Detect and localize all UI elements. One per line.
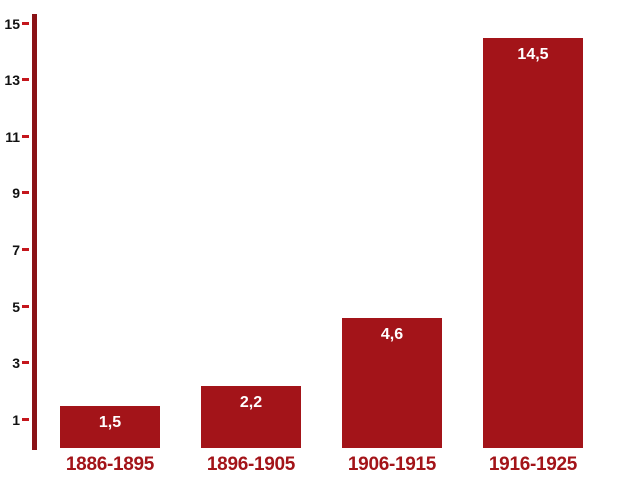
- y-tick-mark: [22, 361, 29, 365]
- x-axis-label: 1906-1915: [347, 454, 437, 475]
- y-tick-label: 7: [12, 241, 20, 258]
- y-tick-label: 9: [12, 185, 20, 202]
- y-tick-label: 15: [4, 15, 20, 32]
- y-tick-label: 11: [5, 128, 20, 145]
- x-axis-label: 1916-1925: [488, 454, 578, 475]
- bar-value-label: 1,5: [98, 413, 122, 431]
- y-axis-line: [32, 14, 37, 450]
- y-tick-label: 5: [12, 298, 20, 315]
- bar-1886-1895: 1,5: [60, 405, 160, 448]
- bar-value-label: 4,6: [380, 325, 404, 343]
- x-axis-label: 1896-1905: [206, 454, 296, 475]
- y-tick-mark: [22, 78, 29, 82]
- y-tick-label: 1: [12, 411, 20, 428]
- bar-1906-1915: 4,6: [342, 317, 442, 448]
- y-tick-mark: [22, 247, 29, 251]
- x-axis-label: 1886-1895: [65, 454, 155, 475]
- y-tick-label: 3: [12, 355, 20, 372]
- y-tick-mark: [22, 134, 29, 138]
- bar-value-label: 14,5: [517, 45, 549, 63]
- bar-value-label: 2,2: [239, 393, 263, 411]
- y-tick-mark: [22, 417, 29, 421]
- y-tick-mark: [22, 304, 29, 308]
- y-tick-mark: [22, 191, 29, 195]
- y-tick-mark: [22, 21, 29, 25]
- bar-1916-1925: 14,5: [483, 37, 583, 448]
- bar-1896-1905: 2,2: [201, 385, 301, 448]
- y-tick-label: 13: [4, 72, 20, 89]
